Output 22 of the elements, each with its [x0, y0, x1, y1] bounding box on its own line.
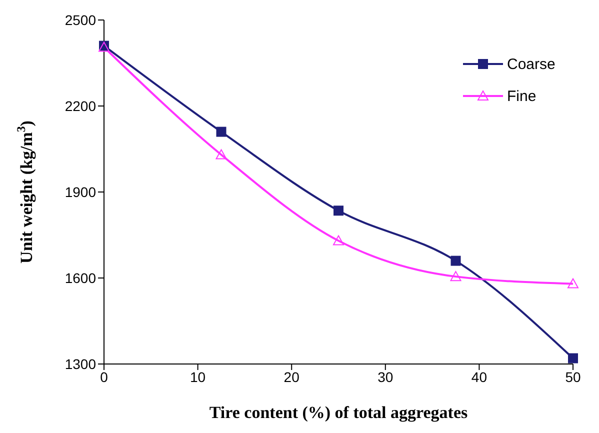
- x-tick-label: 10: [190, 368, 206, 385]
- legend-label: Fine: [507, 88, 536, 104]
- y-tick-label: 1300: [64, 356, 96, 372]
- y-tick-label: 2500: [64, 12, 96, 28]
- point: [450, 271, 462, 282]
- y-tick-label: 1900: [64, 184, 96, 200]
- y-tick-label: 2200: [64, 98, 96, 114]
- legend-label: Coarse: [507, 56, 556, 72]
- x-tick-label: 20: [284, 368, 300, 385]
- point: [334, 206, 344, 216]
- x-tick-label: 0: [100, 368, 108, 385]
- point: [333, 235, 344, 246]
- y-tick-label: 1600: [64, 270, 96, 286]
- point: [568, 278, 578, 288]
- x-tick-label: 40: [471, 368, 488, 385]
- x-tick-label: 50: [565, 368, 581, 385]
- point: [216, 149, 227, 160]
- point: [216, 126, 226, 137]
- x-axis-title: Tire content (%) of total aggregates: [209, 403, 468, 422]
- point: [450, 256, 461, 266]
- x-tick-label: 30: [378, 368, 394, 385]
- point: [568, 353, 578, 364]
